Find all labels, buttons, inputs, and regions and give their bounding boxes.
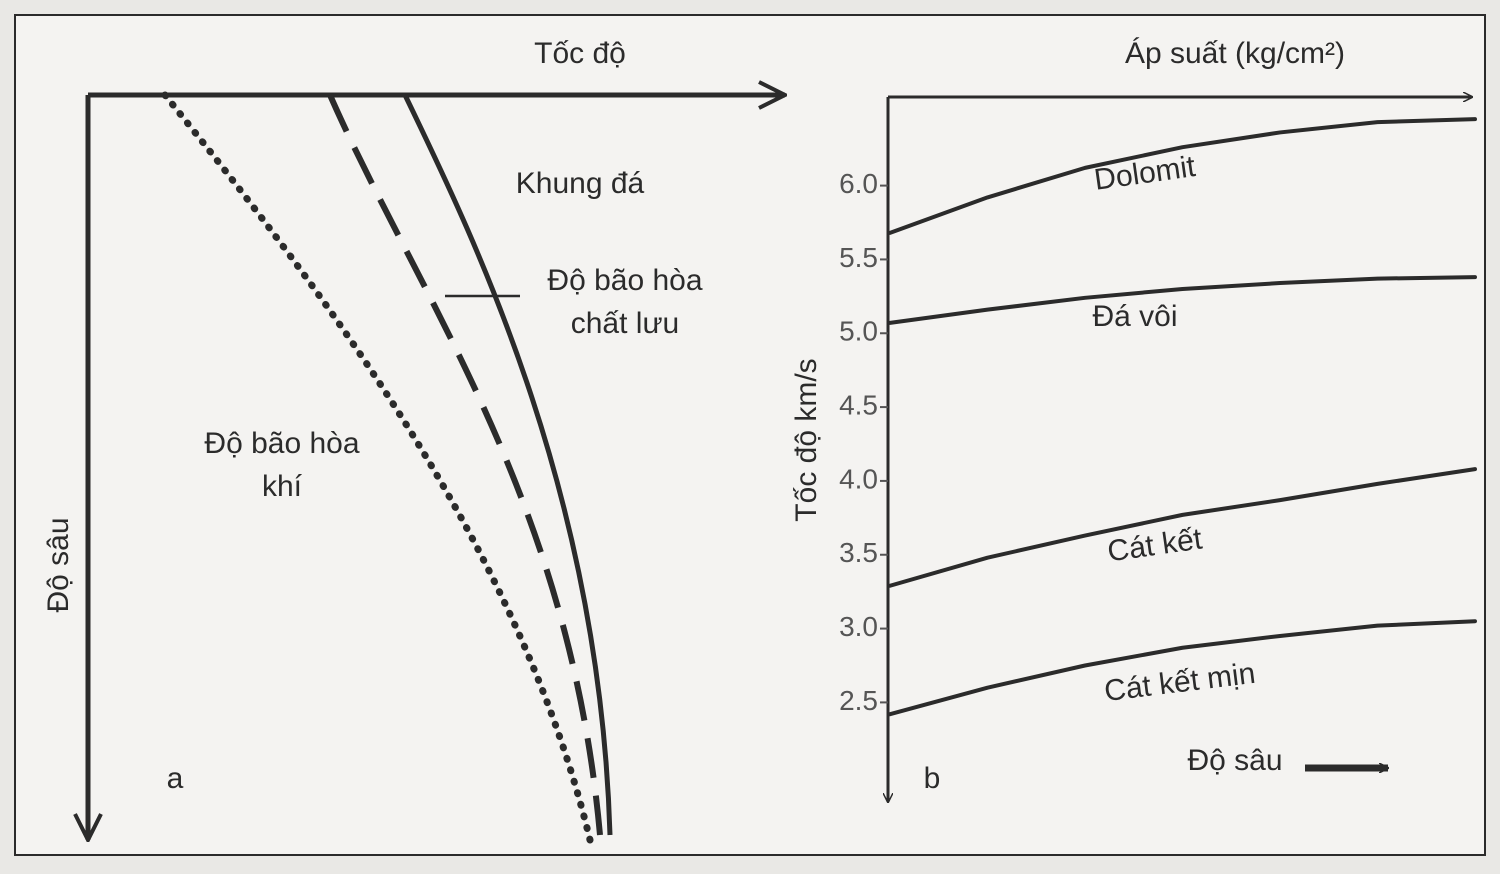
fluid-curve [327, 93, 603, 836]
frame [14, 14, 1486, 856]
chart-title: Áp suất (kg/cm²) [1125, 37, 1345, 70]
panel-a [88, 91, 785, 844]
series-line [888, 467, 1477, 588]
y-tick-label: 5.5 [839, 242, 878, 273]
panel-label: a [167, 762, 184, 795]
x-axis-label: Độ sâu [1187, 744, 1282, 777]
rock-curve [402, 93, 613, 836]
y-tick-label: 2.5 [839, 685, 878, 716]
curve-label: khí [262, 470, 303, 503]
y-tick-label: 4.5 [839, 389, 878, 420]
panel-b-axes [888, 97, 1472, 802]
series-label: Đá vôi [1092, 300, 1177, 333]
curve-label: chất lưu [571, 307, 679, 340]
y-tick-label: 4.0 [839, 463, 878, 494]
y-tick-label: 3.0 [839, 611, 878, 642]
y-tick-label: 5.0 [839, 316, 878, 347]
gas-curve [161, 91, 594, 844]
curve-label: Độ bão hòa [204, 427, 359, 460]
panel-label: b [924, 762, 941, 795]
y-tick-label: 3.5 [839, 537, 878, 568]
y-tick-label: 6.0 [839, 168, 878, 199]
y-axis-label: Tốc độ km/s [790, 358, 823, 521]
curve-label: Độ bão hòa [547, 264, 702, 297]
axis-label: Tốc độ [534, 37, 626, 70]
series-line [888, 117, 1477, 235]
series-line [888, 275, 1477, 325]
curve-label: Khung đá [516, 167, 645, 200]
series-line [888, 619, 1477, 717]
axis-label: Độ sâu [42, 517, 75, 612]
